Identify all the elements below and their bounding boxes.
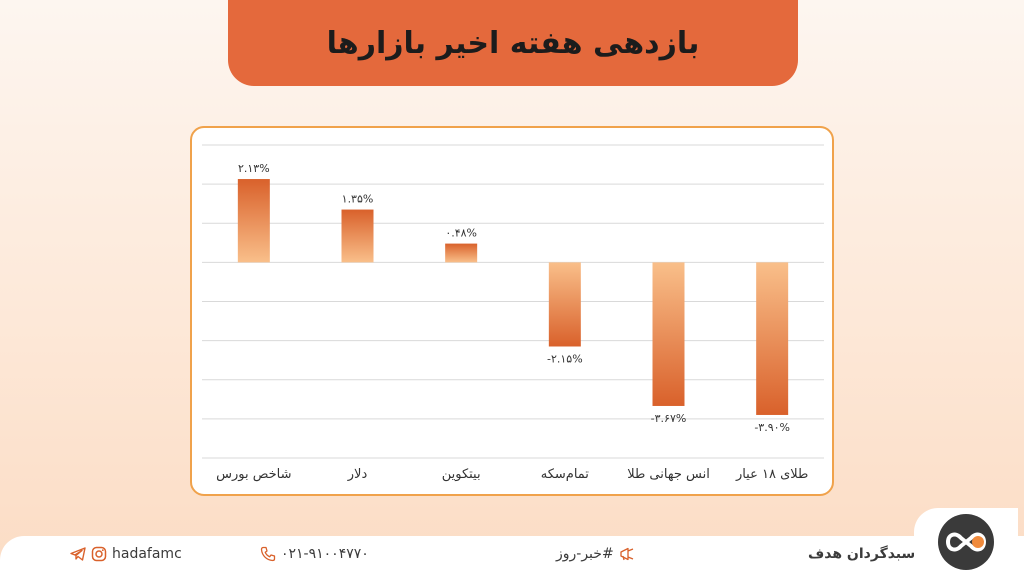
chart-card: ۲.۱۳% ۱.۳۵% ۰.۴۸% -۲.۱۵% -۳.۶۷% -۳.۹۰% شاخص ب…	[190, 126, 834, 496]
news-tag: #خبر-روز	[556, 546, 635, 562]
x-tick-label-2: بیتکوین	[442, 467, 481, 482]
title-banner: بازدهی هفته اخیر بازارها	[228, 0, 798, 86]
data-label-5: -۳.۹۰%	[754, 421, 790, 434]
phone-icon	[260, 546, 276, 562]
brand-text: سبدگردان هدف	[808, 546, 916, 562]
bar-5	[756, 262, 789, 415]
brand-name: سبدگردان هدف	[808, 546, 915, 562]
bar-0	[237, 179, 270, 263]
infinity-logo-icon	[938, 514, 994, 570]
x-tick-label-0: شاخص بورس	[216, 467, 291, 482]
data-label-4: -۳.۶۷%	[651, 412, 687, 425]
instagram-icon[interactable]	[91, 546, 107, 562]
news-tag-text: #خبر-روز	[556, 546, 614, 562]
x-tick-label-3: تمام‌سکه	[541, 467, 590, 482]
data-label-2: ۰.۴۸%	[445, 227, 477, 240]
bar-3	[548, 262, 581, 347]
brand-logo	[914, 508, 1018, 574]
x-tick-label-1: دلار	[347, 467, 368, 482]
social-contact[interactable]: hadafamc	[70, 546, 182, 562]
bar-4	[652, 262, 685, 406]
megaphone-icon	[619, 546, 635, 562]
page-title: بازدهی هفته اخیر بازارها	[326, 25, 700, 61]
data-label-3: -۲.۱۵%	[547, 352, 583, 365]
x-tick-label-5: طلای ۱۸ عیار	[735, 467, 808, 482]
phone-number[interactable]: ۰۲۱-۹۱۰۰۴۷۷۰	[281, 546, 369, 562]
telegram-icon[interactable]	[70, 546, 86, 562]
bar-2	[445, 243, 478, 263]
phone-contact[interactable]: ۰۲۱-۹۱۰۰۴۷۷۰	[260, 546, 369, 562]
bar-1	[341, 209, 374, 263]
data-label-1: ۱.۳۵%	[342, 193, 374, 206]
bar-chart: ۲.۱۳% ۱.۳۵% ۰.۴۸% -۲.۱۵% -۳.۶۷% -۳.۹۰% شاخص ب…	[202, 144, 824, 482]
x-tick-label-4: انس جهانی طلا	[627, 467, 710, 482]
data-label-0: ۲.۱۳%	[238, 162, 270, 175]
footer-bar: hadafamc ۰۲۱-۹۱۰۰۴۷۷۰ #خبر-روز سبدگردان …	[0, 536, 1024, 576]
social-handle[interactable]: hadafamc	[112, 546, 182, 562]
